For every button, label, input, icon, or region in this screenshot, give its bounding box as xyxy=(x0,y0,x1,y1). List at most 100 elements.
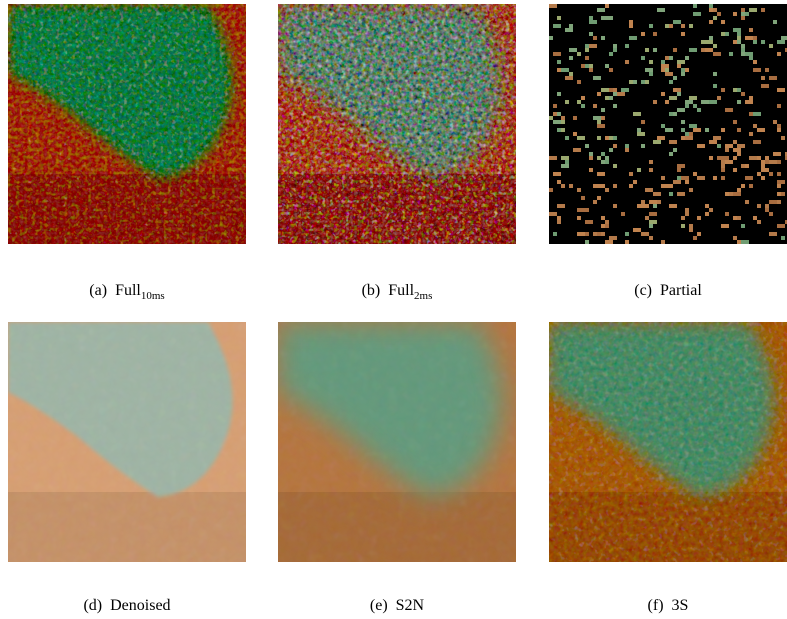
pixel xyxy=(725,160,733,164)
pixel xyxy=(641,32,645,36)
pixel xyxy=(653,140,661,144)
pixel xyxy=(781,192,785,196)
caption-tag: (e) xyxy=(370,597,388,614)
pixel xyxy=(569,56,573,60)
pixel xyxy=(585,232,589,236)
pixel xyxy=(633,228,641,232)
pixel xyxy=(709,140,717,144)
pixel xyxy=(753,40,757,44)
lower-shade xyxy=(8,174,246,244)
pixel xyxy=(725,108,733,112)
pixel xyxy=(777,192,781,196)
pixel xyxy=(741,92,745,96)
pixel xyxy=(697,176,705,180)
pixel xyxy=(749,132,753,136)
pixel xyxy=(749,8,757,12)
pixel xyxy=(673,148,677,152)
pixel xyxy=(553,120,561,124)
pixel xyxy=(549,212,557,216)
pixel xyxy=(597,92,601,96)
pixel xyxy=(641,56,645,60)
panel-image xyxy=(549,4,787,244)
pixel xyxy=(769,44,773,48)
pixel xyxy=(613,44,617,48)
pixel xyxy=(705,204,709,208)
pixel xyxy=(673,76,677,80)
pixel xyxy=(745,164,749,168)
pixel xyxy=(601,152,605,156)
pixel xyxy=(557,220,561,224)
pixel xyxy=(753,140,761,144)
pixel xyxy=(733,40,737,44)
pixel xyxy=(641,120,645,124)
pixel xyxy=(701,48,705,52)
pixel xyxy=(721,224,729,228)
pixel xyxy=(589,32,593,36)
pixel xyxy=(573,132,577,136)
pixel xyxy=(745,12,749,16)
caption-tag: (d) xyxy=(83,597,102,614)
pixel xyxy=(553,172,561,176)
pixel xyxy=(653,204,657,208)
pixel xyxy=(737,36,741,40)
pixel xyxy=(669,24,673,28)
pixel xyxy=(609,236,617,240)
pixel xyxy=(689,48,697,52)
pixel xyxy=(685,56,689,60)
pixel xyxy=(597,196,601,200)
pixel xyxy=(613,184,617,188)
caption-tag: (a) xyxy=(89,282,107,299)
pixel xyxy=(649,160,653,164)
pixel xyxy=(677,164,685,168)
pixel xyxy=(701,100,709,104)
pixel xyxy=(761,168,769,172)
pixel xyxy=(777,200,781,204)
pixel xyxy=(761,84,769,88)
pixel xyxy=(745,176,753,180)
pixel xyxy=(781,36,787,40)
pixel xyxy=(777,104,781,108)
pixel xyxy=(669,152,673,156)
pixel xyxy=(565,160,569,164)
pixel xyxy=(761,40,765,44)
pixel xyxy=(713,176,717,180)
pixel xyxy=(625,232,629,236)
pixel xyxy=(721,20,725,24)
pixel xyxy=(613,48,617,52)
pixel xyxy=(561,164,569,168)
pixel xyxy=(765,156,769,160)
pixel xyxy=(605,96,609,100)
pixel xyxy=(553,24,561,28)
blob-core xyxy=(93,54,203,134)
pixel xyxy=(753,36,757,40)
pixel xyxy=(605,188,609,192)
pixel xyxy=(593,184,601,188)
pixel xyxy=(669,80,673,84)
pixel xyxy=(757,220,761,224)
pixel xyxy=(753,216,757,220)
pixel xyxy=(725,144,733,148)
pixel xyxy=(753,112,761,116)
pixel xyxy=(737,100,741,104)
pixel xyxy=(561,120,565,124)
blob-core xyxy=(634,372,744,452)
pixel xyxy=(661,60,665,64)
pixel xyxy=(653,100,657,104)
pixel xyxy=(589,20,597,24)
pixel xyxy=(773,152,781,156)
pixel xyxy=(629,172,633,176)
pixel xyxy=(669,96,677,100)
panel-image xyxy=(8,4,246,244)
caption: (c) Partial xyxy=(533,281,787,301)
pixel xyxy=(753,68,761,72)
pixel xyxy=(677,64,681,68)
pixel xyxy=(625,44,629,48)
pixel xyxy=(589,152,593,156)
pixel xyxy=(689,224,693,228)
caption: (d) Denoised xyxy=(0,596,262,616)
pixel xyxy=(625,148,629,152)
pixel xyxy=(601,224,605,228)
pixel xyxy=(585,220,593,224)
pixel xyxy=(697,216,701,220)
pixel xyxy=(745,100,753,104)
